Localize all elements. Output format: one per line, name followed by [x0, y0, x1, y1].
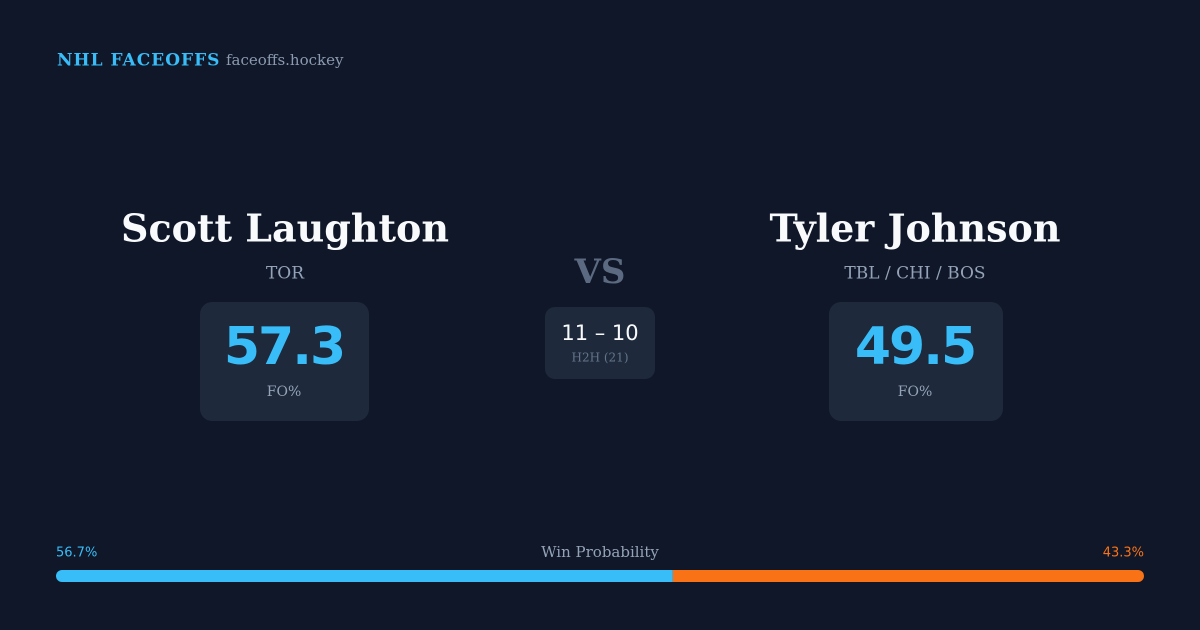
fo-label: FO% [267, 384, 302, 400]
player-team: TBL / CHI / BOS [844, 264, 985, 284]
fo-pct: 49.5 [855, 317, 975, 377]
h2h-score: 11 – 10 [561, 321, 638, 345]
win-prob-segment [672, 570, 1144, 582]
win-prob-segment [56, 570, 673, 582]
fo-label: FO% [898, 384, 933, 400]
stat-box [829, 302, 1003, 421]
versus: VS [574, 252, 626, 292]
brand: NHL FACEOFFS [57, 51, 220, 71]
win-prob-label: 43.3% [1103, 546, 1144, 561]
player-name: Tyler Johnson [770, 206, 1061, 251]
win-prob-bar [56, 570, 1144, 582]
stat-box [200, 302, 369, 421]
player-team: TOR [266, 264, 305, 284]
win-prob-title: Win Probability [541, 543, 659, 561]
h2h-box [545, 307, 655, 379]
player-name: Scott Laughton [121, 206, 449, 251]
win-prob-label: 56.7% [56, 546, 97, 561]
fo-pct: 57.3 [224, 317, 344, 377]
h2h-label: H2H (21) [571, 351, 628, 365]
domain: faceoffs.hockey [226, 51, 344, 69]
